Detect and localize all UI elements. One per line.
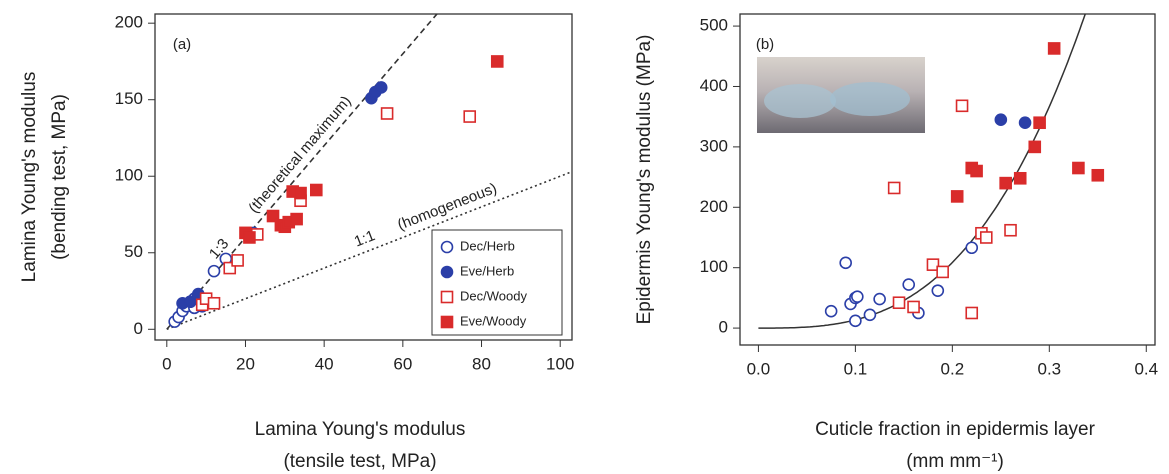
x-axis-label: Lamina Young's modulus: [255, 419, 466, 440]
x-tick-label: 0.2: [941, 359, 965, 378]
legend-marker: [440, 265, 454, 279]
x-tick-label: 0.4: [1134, 359, 1158, 378]
x-tick-label: 0.1: [844, 359, 868, 378]
plot-frame: [154, 13, 573, 341]
line-annotation: (homogeneous): [395, 180, 499, 234]
y-tick-label: 400: [700, 76, 728, 95]
data-point: [1013, 171, 1027, 185]
data-point: [824, 304, 838, 318]
y-tick-label: 150: [115, 89, 143, 108]
data-point: [309, 183, 323, 197]
legend-marker: [440, 240, 454, 254]
legend-label: Eve/Herb: [460, 263, 514, 278]
legend-label: Dec/Woody: [460, 288, 527, 303]
y-tick-label: 300: [700, 136, 728, 155]
plot-frame: [739, 13, 1156, 346]
data-point: [294, 186, 307, 200]
data-point: [994, 113, 1008, 127]
panel-label: (b): [756, 36, 774, 53]
data-point: [907, 300, 920, 314]
x-axis-label: (tensile test, MPa): [283, 451, 436, 472]
legend-label: Dec/Herb: [460, 238, 515, 253]
data-point: [999, 176, 1012, 190]
line-annotation: 1:1: [352, 227, 378, 250]
data-point: [892, 296, 906, 310]
x-tick-label: 0: [162, 354, 171, 373]
data-point: [1047, 42, 1061, 55]
data-point: [926, 258, 940, 271]
data-point: [380, 107, 394, 120]
legend-box: [431, 229, 563, 336]
data-point: [955, 99, 969, 113]
data-point: [1091, 168, 1105, 182]
data-point: [1028, 140, 1042, 154]
data-point: [950, 190, 964, 203]
data-point: [970, 164, 983, 178]
data-point: [965, 306, 979, 320]
data-point: [851, 290, 864, 303]
data-point: [887, 181, 901, 195]
data-point: [863, 308, 877, 322]
plot-area: [166, 14, 572, 331]
data-point: [839, 256, 852, 270]
data-point: [207, 264, 221, 278]
data-point: [207, 296, 221, 310]
legend-label: Eve/Woody: [460, 313, 527, 328]
inset-photo: [757, 57, 925, 133]
y-tick-label: 200: [700, 197, 728, 216]
data-point: [290, 212, 303, 226]
y-tick-label: 100: [700, 257, 728, 276]
y-tick-label: 100: [115, 166, 143, 185]
y-axis-label: Epidermis Young's modulus (MPa): [634, 35, 655, 325]
data-point: [936, 265, 949, 279]
data-point: [873, 292, 886, 306]
y-tick-label: 0: [719, 318, 728, 337]
data-point: [490, 55, 504, 68]
y-axis-label: Lamina Young's modulus: [19, 72, 40, 283]
data-point: [223, 261, 237, 275]
data-point: [1072, 161, 1085, 175]
y-tick-label: 200: [115, 13, 143, 32]
x-axis-label: (mm mm⁻¹): [906, 451, 1004, 472]
plot-area: [758, 14, 1105, 329]
data-point: [184, 295, 197, 309]
x-tick-label: 40: [315, 354, 334, 373]
y-axis-label: (bending test, MPa): [49, 94, 70, 260]
data-point: [1004, 223, 1017, 237]
data-point: [965, 241, 979, 255]
x-tick-label: 80: [472, 354, 491, 373]
y-tick-label: 0: [134, 319, 143, 338]
data-point: [979, 231, 993, 244]
y-tick-label: 500: [700, 16, 728, 35]
data-point: [849, 314, 862, 328]
x-tick-label: 20: [236, 354, 255, 373]
x-tick-label: 0.0: [747, 359, 771, 378]
data-point: [1033, 116, 1046, 130]
x-axis-label: Cuticle fraction in epidermis layer: [815, 419, 1096, 440]
data-point: [1018, 116, 1032, 130]
data-point: [931, 284, 945, 297]
legend-marker: [440, 290, 454, 304]
data-point: [902, 278, 916, 291]
data-point: [266, 209, 280, 223]
x-tick-label: 0.3: [1037, 359, 1061, 378]
x-tick-label: 60: [393, 354, 412, 373]
legend-marker: [440, 315, 454, 329]
y-tick-label: 50: [124, 242, 143, 261]
data-point: [243, 231, 256, 244]
data-point: [374, 81, 388, 94]
fit-curve: [758, 14, 1087, 329]
data-point: [463, 110, 477, 123]
x-tick-label: 100: [546, 354, 574, 373]
panel-label: (a): [173, 36, 191, 53]
data-point: [231, 254, 244, 267]
